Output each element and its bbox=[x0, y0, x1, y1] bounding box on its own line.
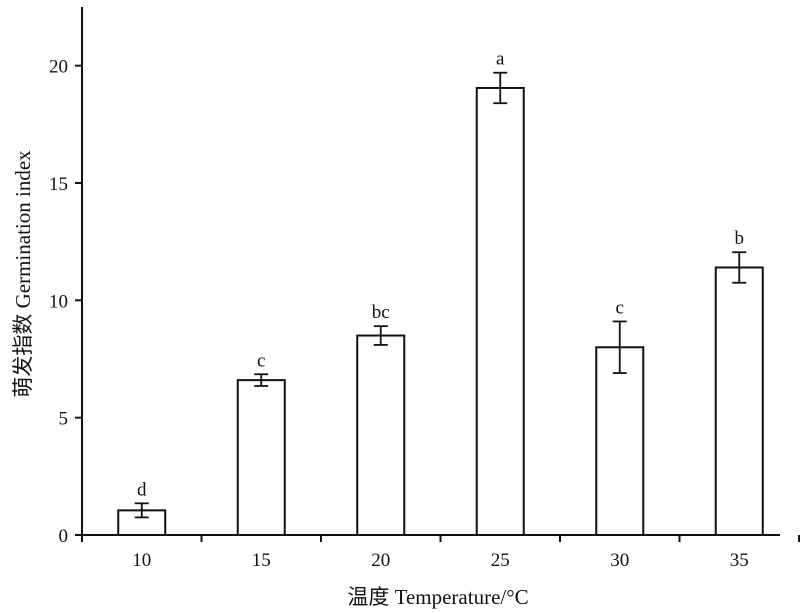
y-tick-label: 5 bbox=[59, 409, 69, 430]
y-tick-label: 10 bbox=[49, 291, 68, 312]
x-tick-label: 20 bbox=[371, 550, 390, 571]
x-tick-label: 30 bbox=[610, 550, 629, 571]
y-ticks-group: 0 5 10 15 20 bbox=[49, 57, 82, 547]
x-tick-label: 15 bbox=[252, 550, 271, 571]
significance-label: b bbox=[735, 228, 745, 249]
significance-label: c bbox=[257, 350, 265, 371]
significance-label: c bbox=[616, 297, 624, 318]
x-ticks-group: 10 15 20 25 30 35 bbox=[81, 535, 800, 571]
significance-label: bc bbox=[372, 302, 390, 323]
y-axis-title: 萌发指数 Germination index bbox=[11, 150, 35, 398]
x-axis-title: 温度 Temperature/°C bbox=[347, 585, 528, 609]
significance-label: a bbox=[496, 49, 505, 70]
significance-label: d bbox=[137, 479, 147, 500]
y-tick-label: 15 bbox=[49, 174, 68, 195]
bar bbox=[356, 334, 406, 536]
error-bars-group bbox=[134, 71, 747, 519]
bar bbox=[236, 379, 286, 536]
x-tick-label: 25 bbox=[491, 550, 510, 571]
bar bbox=[475, 86, 525, 537]
y-tick-label: 0 bbox=[59, 526, 69, 547]
bars-group bbox=[117, 86, 764, 537]
bar bbox=[595, 346, 645, 536]
x-tick-label: 10 bbox=[132, 550, 151, 571]
bar bbox=[714, 266, 764, 536]
axes-group bbox=[81, 7, 780, 536]
y-tick-label: 20 bbox=[49, 57, 68, 78]
x-tick-label: 35 bbox=[730, 550, 749, 571]
significance-labels-group: d c bc a c b bbox=[137, 49, 744, 501]
